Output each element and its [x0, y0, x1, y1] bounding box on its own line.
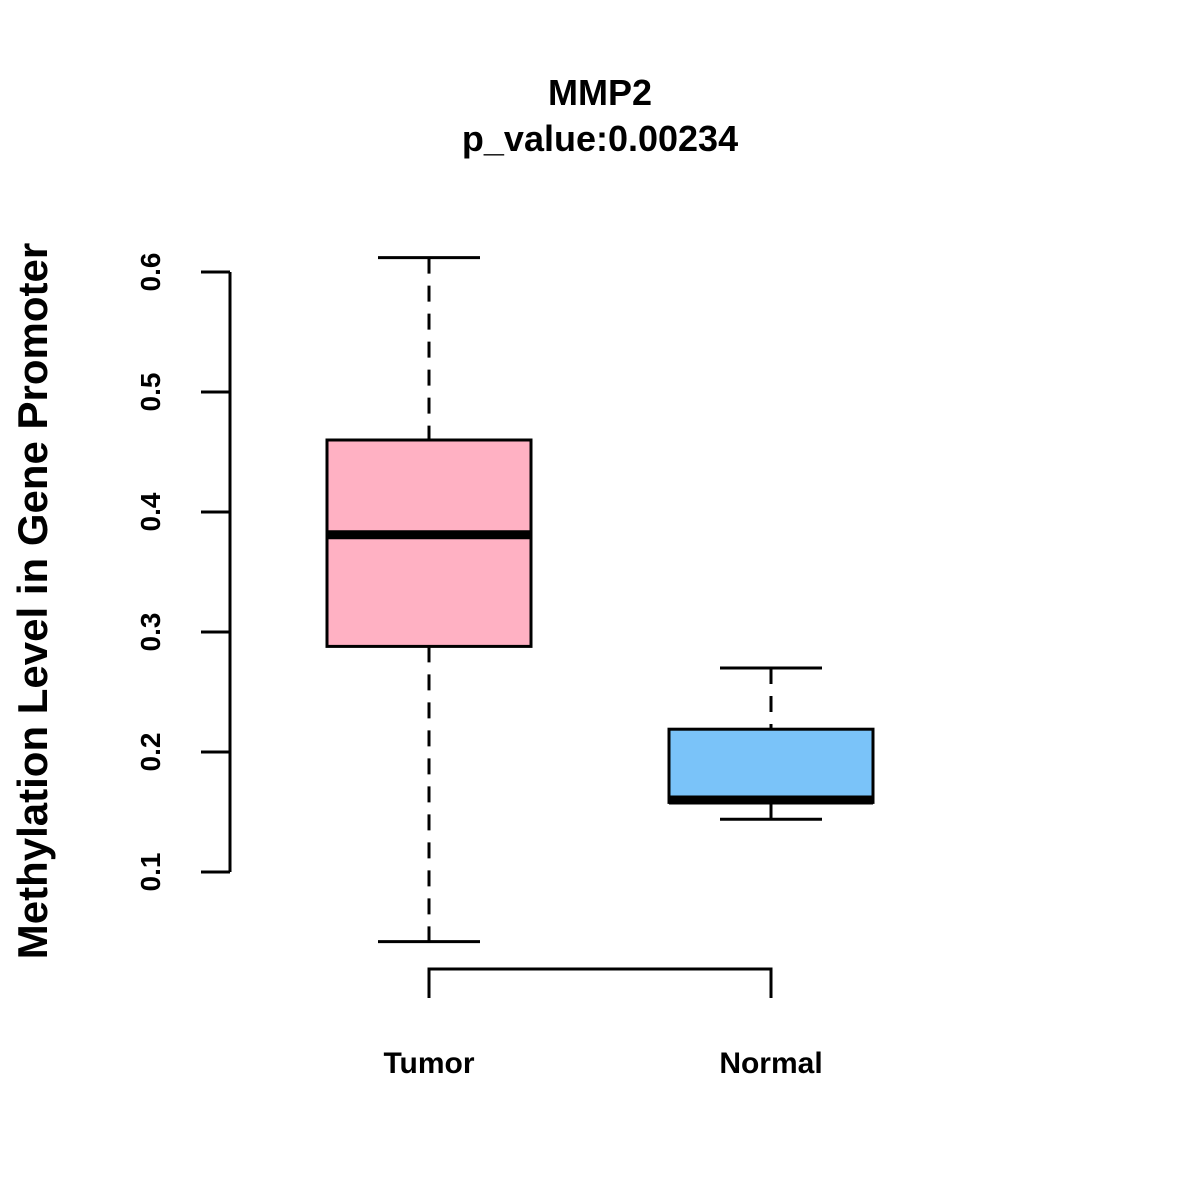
y-tick-label: 0.3: [135, 613, 166, 652]
y-tick-label: 0.5: [135, 373, 166, 412]
chart-title: MMP2: [548, 72, 652, 113]
y-axis-label: Methylation Level in Gene Promoter: [9, 243, 56, 959]
box-tumor: [325, 256, 533, 944]
x-category-labels: Tumor Normal: [383, 1047, 822, 1080]
box-normal: [667, 666, 875, 821]
boxes-group: [325, 256, 875, 944]
box-iqr: [667, 727, 875, 804]
x-label-tumor: Tumor: [383, 1047, 474, 1080]
y-tick-label: 0.4: [135, 492, 166, 531]
chart-subtitle: p_value:0.00234: [462, 118, 738, 159]
y-axis: 0.1 0.2 0.3 0.4 0.5 0.6: [135, 253, 232, 892]
y-tick-label: 0.6: [135, 253, 166, 292]
box-iqr: [325, 438, 533, 648]
x-label-normal: Normal: [719, 1047, 822, 1080]
y-tick-label: 0.1: [135, 853, 166, 892]
comparison-bracket: [427, 967, 773, 998]
y-tick-label: 0.2: [135, 733, 166, 772]
bracket-line: [427, 967, 773, 998]
